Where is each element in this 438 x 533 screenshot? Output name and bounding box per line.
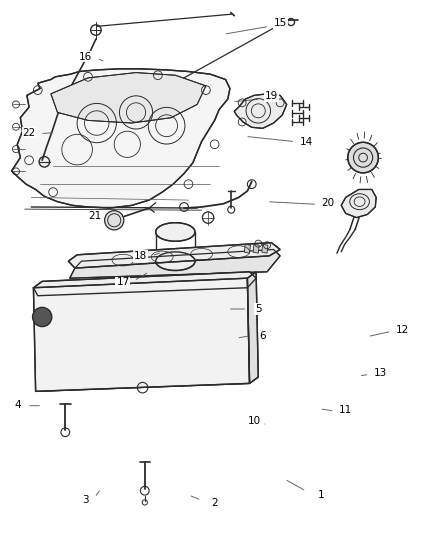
Text: 2: 2: [211, 498, 218, 508]
Polygon shape: [244, 244, 251, 253]
Polygon shape: [234, 94, 287, 128]
Text: 12: 12: [396, 325, 409, 335]
Text: 5: 5: [255, 304, 261, 314]
Polygon shape: [341, 189, 376, 217]
Text: 20: 20: [321, 198, 335, 208]
Polygon shape: [33, 272, 256, 296]
Text: 11: 11: [339, 405, 352, 415]
Text: 4: 4: [15, 400, 21, 410]
Text: 1: 1: [318, 490, 325, 500]
Text: 21: 21: [88, 211, 101, 221]
Text: 10: 10: [247, 416, 261, 425]
Polygon shape: [68, 243, 280, 268]
Polygon shape: [262, 244, 268, 253]
Text: 3: 3: [82, 495, 89, 505]
Polygon shape: [12, 69, 230, 208]
Circle shape: [105, 211, 124, 230]
Text: 6: 6: [259, 330, 266, 341]
Circle shape: [32, 308, 52, 327]
Polygon shape: [70, 249, 280, 278]
Text: 17: 17: [117, 278, 130, 287]
Text: 18: 18: [134, 251, 147, 261]
Text: 14: 14: [300, 136, 313, 147]
Polygon shape: [51, 72, 206, 123]
Text: 15: 15: [273, 18, 287, 28]
Polygon shape: [33, 278, 250, 391]
Polygon shape: [253, 244, 259, 253]
Text: 22: 22: [22, 127, 36, 138]
Polygon shape: [247, 272, 258, 383]
Ellipse shape: [155, 223, 195, 241]
Circle shape: [348, 142, 378, 173]
Text: 13: 13: [374, 368, 387, 378]
Ellipse shape: [155, 252, 195, 270]
Text: 16: 16: [79, 52, 92, 62]
Text: 19: 19: [265, 92, 278, 101]
